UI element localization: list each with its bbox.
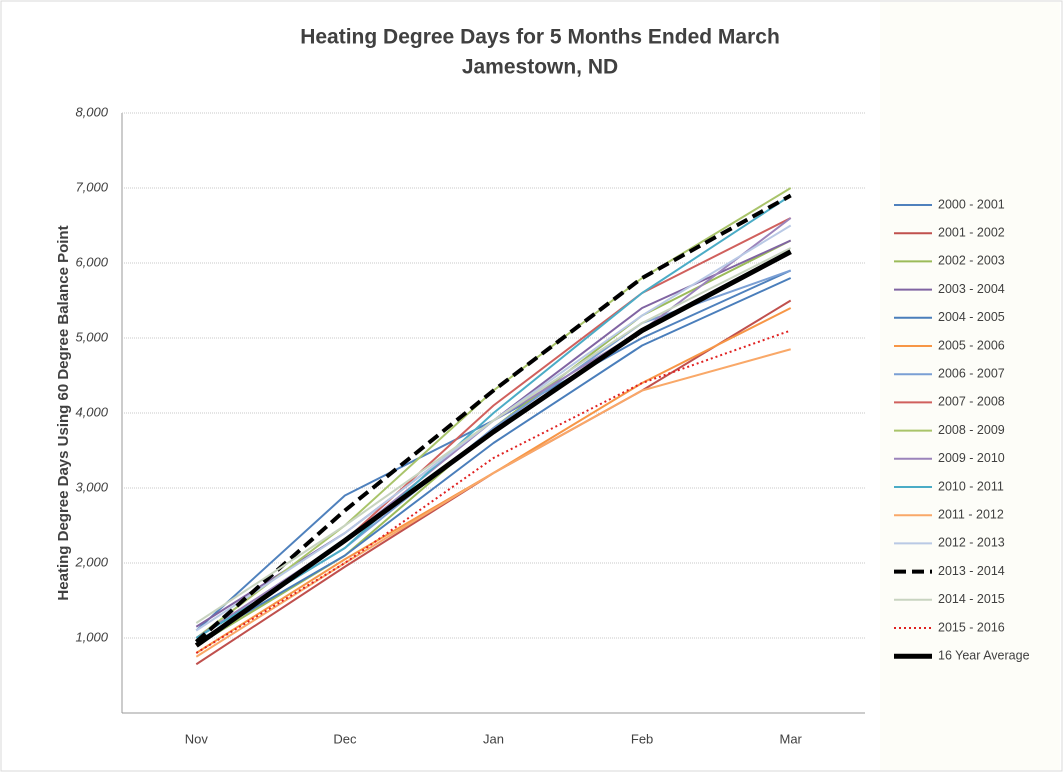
y-tick-label: 6,000 [75,254,108,269]
legend-label: 2008 - 2009 [938,423,1005,437]
y-tick-label: 3,000 [75,479,108,494]
legend-label: 16 Year Average [938,648,1030,662]
legend-label: 2011 - 2012 [938,507,1004,521]
legend-label: 2006 - 2007 [938,366,1005,380]
y-tick-label: 1,000 [75,629,108,644]
y-tick-label: 7,000 [75,179,108,194]
legend-label: 2001 - 2002 [938,225,1005,239]
legend-label: 2002 - 2003 [938,254,1005,268]
legend-panel [880,2,1060,770]
y-tick-label: 2,000 [74,554,108,569]
y-tick-label: 5,000 [75,329,108,344]
x-tick-label: Feb [631,731,653,746]
series-line [194,193,792,644]
chart-subtitle: Jamestown, ND [462,56,618,79]
legend-label: 2004 - 2005 [938,310,1005,324]
series-line [195,348,791,658]
legend-label: 2000 - 2001 [938,197,1005,211]
legend-label: 2013 - 2014 [938,564,1005,578]
x-tick-label: Jan [483,731,504,746]
legend-label: 2005 - 2006 [938,338,1005,352]
legend-label: 2009 - 2010 [938,451,1005,465]
series-line [195,329,792,654]
series-line [194,249,792,648]
x-tick-label: Mar [780,731,803,746]
y-tick-label: 4,000 [75,404,108,419]
legend-label: 2010 - 2011 [938,479,1004,493]
legend-label: 2014 - 2015 [938,592,1005,606]
series-line [195,247,792,624]
y-axis-label: Heating Degree Days Using 60 Degree Bala… [55,225,72,600]
series-line [195,277,792,643]
chart-title: Heating Degree Days for 5 Months Ended M… [300,26,780,49]
legend-label: 2007 - 2008 [938,395,1005,409]
x-tick-label: Nov [185,731,209,746]
legend-label: 2012 - 2013 [938,536,1005,550]
legend-label: 2015 - 2016 [938,620,1005,634]
x-tick-label: Dec [333,731,357,746]
y-tick-label: 8,000 [75,104,108,119]
legend-label: 2003 - 2004 [938,282,1005,296]
